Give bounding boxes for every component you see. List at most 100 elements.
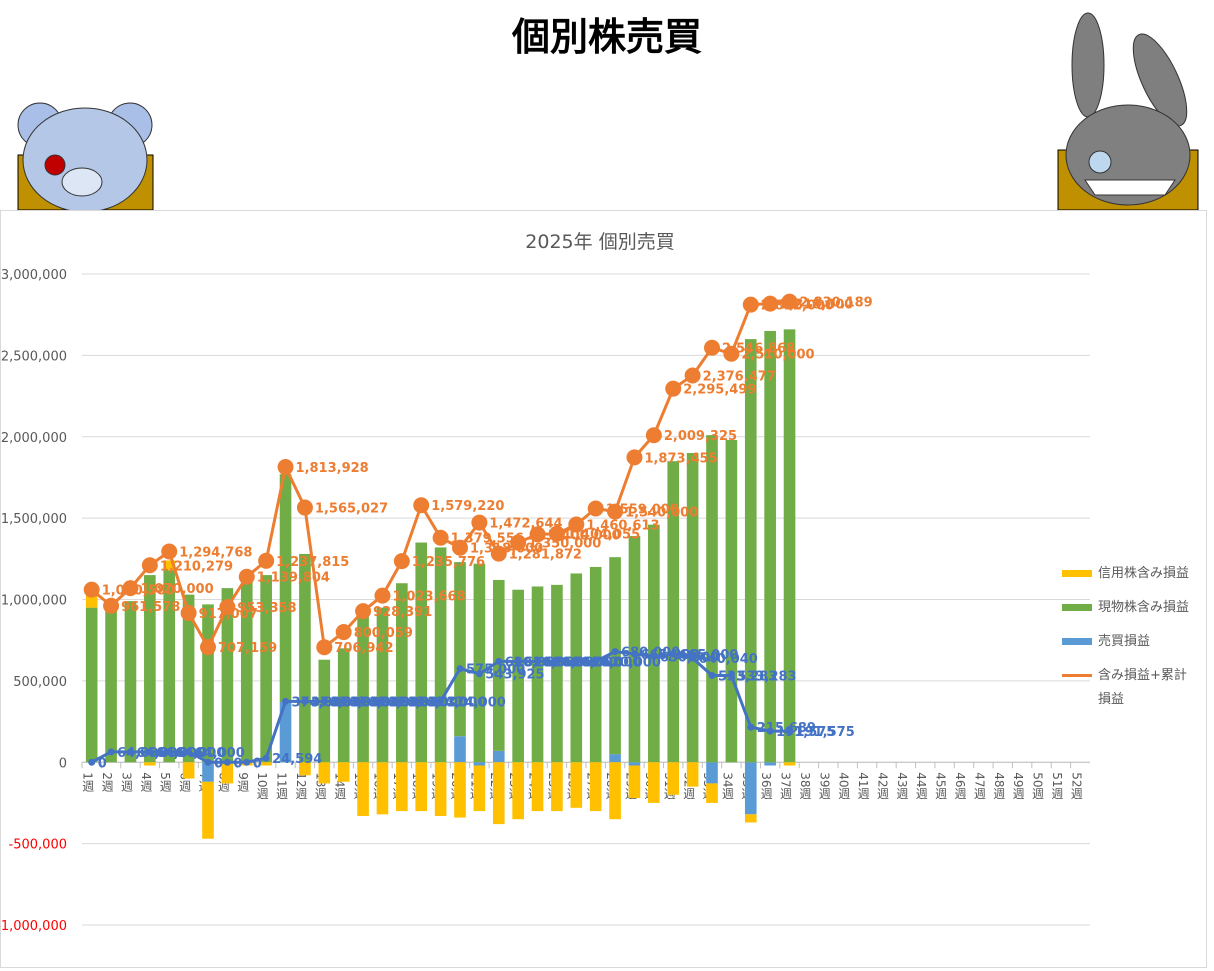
marker	[704, 339, 720, 356]
y-tick-label: 2,000,000	[1, 431, 67, 446]
x-tick-label: 48週	[992, 772, 1006, 799]
bar	[531, 586, 544, 763]
bar	[609, 557, 621, 755]
bar	[221, 588, 234, 763]
marker	[747, 723, 755, 731]
data-label: 1,379,556	[451, 532, 524, 547]
marker	[258, 552, 275, 569]
marker	[413, 497, 430, 514]
data-label: 1,400,000	[548, 528, 621, 543]
marker	[83, 581, 100, 598]
marker	[548, 525, 565, 542]
marker	[471, 514, 488, 531]
legend-item: 売買損益	[1062, 630, 1212, 654]
x-tick-label: 11週	[275, 772, 289, 799]
bar	[415, 542, 428, 763]
bar	[473, 563, 486, 763]
marker	[510, 534, 527, 551]
bar	[570, 573, 583, 763]
data-label: 1,540,000	[625, 506, 698, 521]
page-title: 個別株売買	[511, 15, 702, 59]
marker	[320, 697, 328, 705]
x-tick-label: 47週	[972, 772, 986, 799]
bar	[531, 762, 544, 812]
data-label: 2,295,499	[683, 383, 756, 398]
data-label: 2,376,477	[703, 369, 776, 384]
data-label: 1,813,928	[296, 461, 369, 476]
bar	[473, 765, 486, 812]
marker	[786, 727, 794, 735]
marker	[161, 543, 178, 560]
marker	[282, 697, 290, 705]
marker	[393, 553, 410, 570]
marker	[568, 516, 585, 533]
data-label: 1,235,776	[412, 555, 485, 570]
marker	[592, 657, 600, 665]
bar	[434, 762, 447, 816]
x-tick-label: 2週	[100, 772, 114, 792]
data-label: 2,510,000	[741, 348, 814, 363]
data-label: 1,579,220	[431, 499, 504, 514]
bar	[783, 762, 796, 766]
data-label: 191,575	[796, 725, 855, 740]
bar	[628, 765, 641, 799]
data-label: 1,023,668	[392, 590, 465, 605]
data-label: 1,404,055	[567, 528, 640, 543]
bar	[609, 754, 621, 763]
marker	[514, 657, 522, 665]
bar	[706, 783, 718, 803]
data-label: 800,059	[354, 626, 413, 641]
x-tick-label: 41週	[856, 772, 870, 799]
x-tick-label: 44週	[914, 772, 928, 799]
marker	[762, 295, 779, 312]
data-label: 1,210,279	[160, 559, 233, 574]
legend-item: 含み損益+累計損益	[1062, 664, 1212, 712]
bar	[318, 762, 331, 784]
legend-swatch	[1062, 604, 1092, 611]
marker	[378, 697, 386, 705]
bar	[648, 524, 660, 763]
marker	[262, 754, 270, 762]
bar	[260, 762, 272, 766]
data-label: 707,159	[218, 641, 277, 656]
bar	[182, 594, 195, 763]
bar	[512, 589, 524, 763]
y-tick-label: 2,500,000	[1, 349, 67, 364]
bar	[454, 562, 466, 737]
bar	[764, 330, 776, 763]
bar	[240, 576, 253, 763]
bar	[764, 762, 776, 766]
bar	[182, 762, 195, 779]
bar	[492, 762, 505, 825]
marker	[437, 697, 445, 705]
legend-item: 現物株含み損益	[1062, 596, 1212, 620]
mascot-bear	[17, 102, 154, 213]
data-label: 2,830,189	[800, 296, 873, 311]
bar	[744, 762, 757, 815]
bar	[434, 547, 447, 763]
marker	[766, 727, 774, 735]
marker	[126, 748, 134, 756]
bar	[473, 762, 486, 766]
bar	[260, 575, 272, 763]
y-tick-label: -1,000,000	[0, 919, 67, 934]
marker	[398, 697, 406, 705]
bar	[202, 781, 214, 839]
y-tick-label: -500,000	[9, 838, 67, 853]
legend-label: 含み損益+累計損益	[1098, 668, 1187, 707]
marker	[122, 580, 139, 597]
bar	[163, 560, 176, 571]
data-label: 1,472,644	[489, 517, 562, 532]
data-label: 1,460,613	[586, 519, 659, 534]
bar	[628, 536, 641, 763]
data-label: 706,942	[334, 641, 393, 656]
data-label: 640,040	[699, 652, 758, 667]
legend-item: 信用株含み損益	[1062, 562, 1212, 586]
x-tick-label: 43週	[895, 772, 909, 799]
marker	[301, 697, 309, 705]
marker	[645, 427, 662, 444]
marker	[723, 345, 740, 362]
bar	[318, 659, 331, 763]
x-tick-label: 45週	[934, 772, 948, 799]
data-label: 374,000	[447, 695, 506, 710]
